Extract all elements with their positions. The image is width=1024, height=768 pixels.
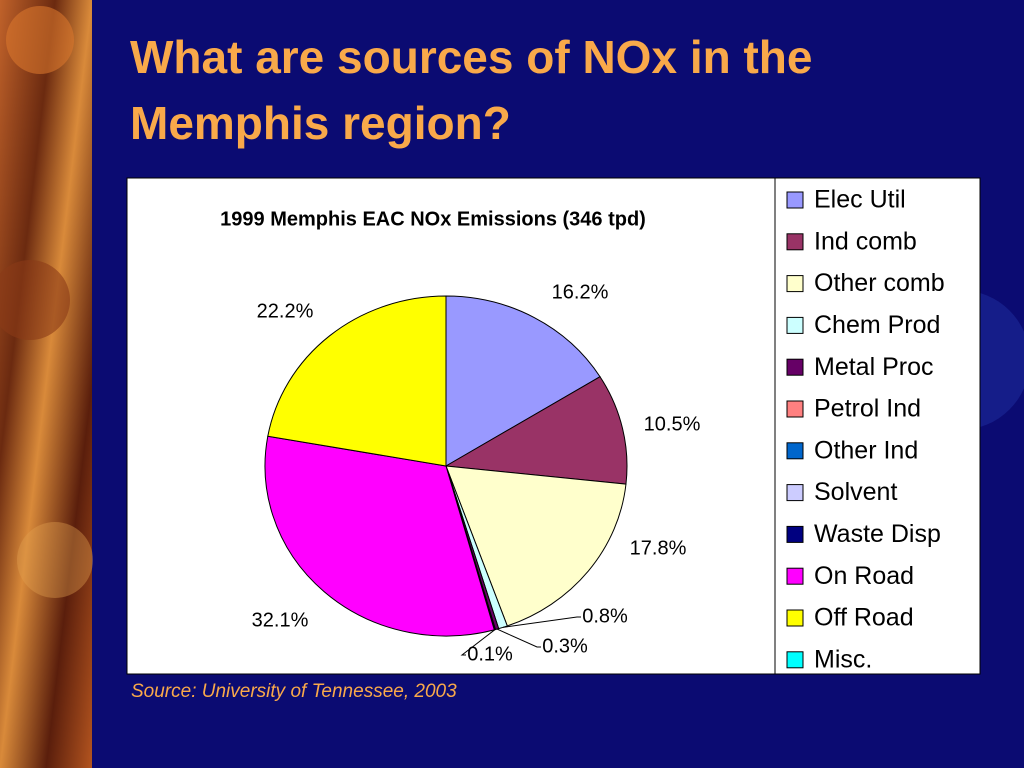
legend-label: Other comb bbox=[814, 269, 945, 297]
legend-label: Metal Proc bbox=[814, 353, 933, 381]
legend-label: Solvent bbox=[814, 478, 897, 506]
legend-label: Ind comb bbox=[814, 227, 917, 255]
legend-swatch bbox=[786, 358, 804, 376]
pie-slice bbox=[445, 295, 601, 467]
legend-label: On Road bbox=[814, 562, 914, 590]
legend-swatch bbox=[786, 651, 804, 669]
legend-swatch bbox=[786, 275, 804, 293]
data-label: 10.5% bbox=[644, 413, 701, 435]
legend-label: Off Road bbox=[814, 604, 914, 632]
decor-gear bbox=[6, 6, 74, 74]
legend-swatch bbox=[786, 609, 804, 627]
legend-swatch bbox=[786, 525, 804, 543]
legend-label: Elec Util bbox=[814, 186, 906, 214]
decor-gear bbox=[17, 522, 93, 598]
source-note: Source: University of Tennessee, 2003 bbox=[131, 681, 457, 702]
pie-slice bbox=[267, 295, 447, 467]
pie-slice bbox=[264, 435, 495, 637]
legend-label: Other Ind bbox=[814, 436, 918, 464]
data-label: 32.1% bbox=[252, 609, 309, 631]
legend-swatch bbox=[786, 191, 804, 209]
pie-slice bbox=[445, 465, 627, 627]
legend-swatch bbox=[786, 567, 804, 585]
legend: Elec Util Ind comb Other comb Chem Prod Meta… bbox=[786, 186, 945, 673]
leader-line bbox=[460, 629, 496, 656]
legend-swatch bbox=[786, 484, 804, 502]
pie-slice bbox=[444, 376, 628, 485]
legend-swatch bbox=[786, 442, 804, 460]
chart-title: 1999 Memphis EAC NOx Emissions (346 tpd) bbox=[220, 208, 646, 230]
data-label: 22.2% bbox=[257, 300, 314, 322]
leader-line bbox=[502, 616, 581, 628]
legend-swatch bbox=[786, 400, 804, 418]
decor-gear bbox=[0, 260, 70, 340]
legend-label: Chem Prod bbox=[814, 311, 940, 339]
data-label: 17.8% bbox=[630, 537, 687, 559]
leader-line bbox=[496, 628, 541, 648]
decor-strip bbox=[0, 0, 92, 768]
legend-label: Misc. bbox=[814, 645, 872, 673]
legend-label: Petrol Ind bbox=[814, 395, 921, 423]
data-label: 16.2% bbox=[552, 281, 609, 303]
legend-swatch bbox=[786, 316, 804, 334]
data-label: 0.3% bbox=[542, 635, 588, 657]
data-label: 0.8% bbox=[582, 605, 628, 627]
pie: 16.2% 10.5% 17.8% 0.8% 0.3% 0.1% 32.1% 22.2% bbox=[252, 281, 701, 665]
data-label: 0.1% bbox=[467, 643, 513, 665]
legend-swatch bbox=[786, 233, 804, 251]
legend-label: Waste Disp bbox=[814, 520, 941, 548]
slide-title: What are sources of NOx in the Memphis r… bbox=[130, 31, 813, 149]
